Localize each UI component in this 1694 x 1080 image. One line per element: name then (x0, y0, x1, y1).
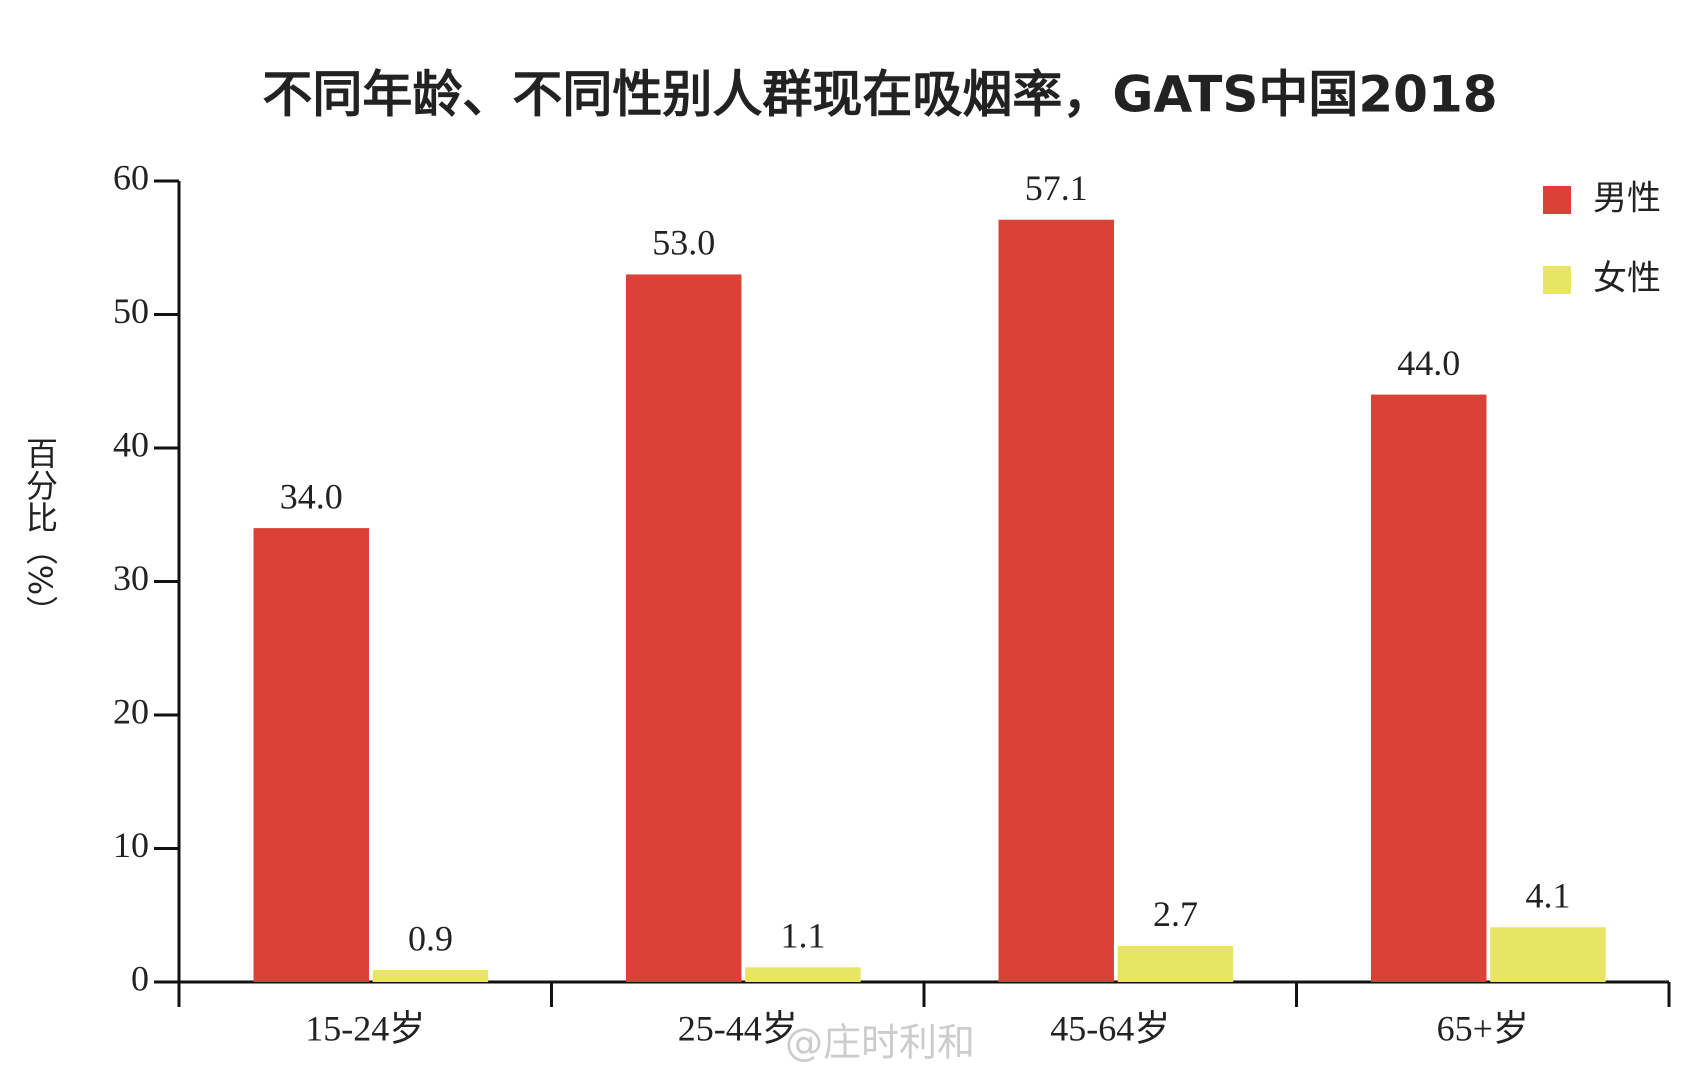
x-tick-label: 15-24岁 (305, 1008, 425, 1048)
value-label: 57.1 (1025, 168, 1088, 208)
bar (1490, 927, 1606, 982)
y-tick-label: 50 (113, 291, 149, 331)
value-label: 4.1 (1525, 876, 1570, 916)
y-tick-label: 40 (113, 424, 149, 464)
value-label: 53.0 (652, 223, 715, 263)
y-tick-label: 10 (113, 825, 149, 865)
legend-label: 女性 (1593, 259, 1661, 299)
value-label: 44.0 (1397, 343, 1460, 383)
legend-swatch (1543, 266, 1571, 294)
x-tick-label: 45-64岁 (1050, 1008, 1170, 1048)
chart-title: 不同年龄、不同性别人群现在吸烟率，GATS中国2018 (262, 66, 1497, 124)
value-label: 0.9 (408, 918, 453, 958)
value-label: 1.1 (780, 916, 825, 956)
y-tick-label: 30 (113, 558, 149, 598)
x-tick-label: 65+岁 (1437, 1008, 1529, 1048)
y-tick-label: 20 (113, 691, 149, 731)
bar (1117, 945, 1234, 982)
watermark: @庄时利和 (785, 1021, 975, 1065)
bar (1371, 394, 1487, 983)
y-axis-label: 百分比（%） (21, 437, 59, 627)
bar (998, 219, 1114, 983)
bar (626, 274, 742, 982)
legend-swatch (1543, 186, 1571, 214)
value-label: 34.0 (280, 476, 343, 516)
x-tick-label: 25-44岁 (678, 1008, 798, 1048)
bar (253, 528, 369, 982)
value-label: 2.7 (1153, 894, 1198, 934)
legend-label: 男性 (1593, 179, 1661, 219)
y-tick-label: 0 (131, 958, 149, 998)
y-tick-label: 60 (113, 157, 149, 197)
bar (745, 967, 861, 982)
bar (372, 969, 489, 982)
